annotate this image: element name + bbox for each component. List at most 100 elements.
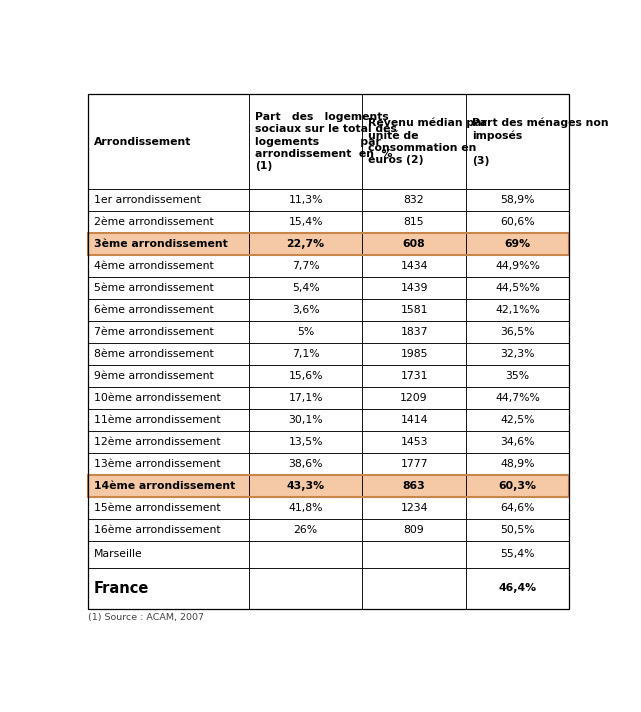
Text: 5%: 5% xyxy=(297,328,314,337)
Bar xyxy=(362,211,466,234)
Bar xyxy=(362,299,466,321)
Bar xyxy=(362,519,466,541)
Text: 7,7%: 7,7% xyxy=(292,261,319,271)
Bar xyxy=(466,475,569,497)
Text: 43,3%: 43,3% xyxy=(287,481,325,491)
Text: 30,1%: 30,1% xyxy=(288,415,323,425)
Bar xyxy=(466,321,569,343)
Text: 58,9%: 58,9% xyxy=(501,195,535,205)
Text: 36,5%: 36,5% xyxy=(501,328,535,337)
Text: 15,6%: 15,6% xyxy=(288,371,323,381)
Text: 8ème arrondissement: 8ème arrondissement xyxy=(94,349,213,359)
Text: 16ème arrondissement: 16ème arrondissement xyxy=(94,525,220,535)
Text: 5,4%: 5,4% xyxy=(292,283,319,293)
Text: 48,9%: 48,9% xyxy=(501,459,535,469)
Bar xyxy=(466,431,569,453)
Bar xyxy=(466,568,569,609)
Text: 46,4%: 46,4% xyxy=(499,583,537,594)
Bar xyxy=(249,519,362,541)
Text: 17,1%: 17,1% xyxy=(288,393,323,403)
Text: 4ème arrondissement: 4ème arrondissement xyxy=(94,261,213,271)
Text: 1581: 1581 xyxy=(400,305,428,315)
Bar xyxy=(88,365,249,387)
Text: 38,6%: 38,6% xyxy=(288,459,323,469)
Bar xyxy=(466,299,569,321)
Bar xyxy=(362,568,466,609)
Text: 1414: 1414 xyxy=(400,415,428,425)
Text: Revenu médian par
unité de
consommation en
euros (2): Revenu médian par unité de consommation … xyxy=(368,117,487,165)
Bar xyxy=(362,475,466,497)
Text: 12ème arrondissement: 12ème arrondissement xyxy=(94,437,220,447)
Text: 1er arrondissement: 1er arrondissement xyxy=(94,195,201,205)
Bar xyxy=(88,431,249,453)
Bar xyxy=(362,234,466,256)
Text: 815: 815 xyxy=(404,217,424,227)
Bar xyxy=(88,321,249,343)
Bar xyxy=(88,409,249,431)
Bar xyxy=(88,519,249,541)
Bar xyxy=(249,299,362,321)
Bar xyxy=(466,409,569,431)
Bar xyxy=(249,343,362,365)
Text: France: France xyxy=(94,581,149,596)
Text: 55,4%: 55,4% xyxy=(501,550,535,560)
Bar xyxy=(88,299,249,321)
Text: 14ème arrondissement: 14ème arrondissement xyxy=(94,481,235,491)
Text: 1439: 1439 xyxy=(400,283,428,293)
Bar xyxy=(466,234,569,256)
Text: Arrondissement: Arrondissement xyxy=(94,137,191,147)
Bar xyxy=(249,277,362,299)
Bar xyxy=(466,256,569,277)
Bar xyxy=(362,94,466,189)
Text: 60,3%: 60,3% xyxy=(499,481,537,491)
Text: 32,3%: 32,3% xyxy=(501,349,535,359)
Text: 832: 832 xyxy=(404,195,424,205)
Text: 42,1%%: 42,1%% xyxy=(495,305,540,315)
Bar xyxy=(88,343,249,365)
Bar xyxy=(466,453,569,475)
Bar xyxy=(362,541,466,568)
Bar xyxy=(88,497,249,519)
Bar xyxy=(88,189,249,211)
Text: 2ème arrondissement: 2ème arrondissement xyxy=(94,217,213,227)
Bar xyxy=(466,189,569,211)
Text: 1731: 1731 xyxy=(400,371,428,381)
Bar xyxy=(466,387,569,409)
Bar xyxy=(362,497,466,519)
Bar xyxy=(249,497,362,519)
Text: 3ème arrondissement: 3ème arrondissement xyxy=(94,239,228,249)
Bar xyxy=(466,541,569,568)
Bar xyxy=(362,365,466,387)
Bar xyxy=(249,409,362,431)
Bar xyxy=(362,277,466,299)
Text: 1985: 1985 xyxy=(400,349,428,359)
Text: 13ème arrondissement: 13ème arrondissement xyxy=(94,459,220,469)
Bar xyxy=(249,568,362,609)
Text: 11ème arrondissement: 11ème arrondissement xyxy=(94,415,220,425)
Bar xyxy=(362,409,466,431)
Bar xyxy=(88,234,569,256)
Text: 42,5%: 42,5% xyxy=(501,415,535,425)
Bar xyxy=(249,256,362,277)
Text: 809: 809 xyxy=(404,525,424,535)
Text: 41,8%: 41,8% xyxy=(288,503,323,513)
Text: 60,6%: 60,6% xyxy=(501,217,535,227)
Bar xyxy=(249,365,362,387)
Bar xyxy=(88,211,249,234)
Bar xyxy=(362,387,466,409)
Text: Part des ménages non
imposés

(3): Part des ménages non imposés (3) xyxy=(472,117,608,166)
Bar xyxy=(88,475,569,497)
Bar xyxy=(88,94,249,189)
Text: Part   des   logements
sociaux sur le total des
logements           par
arrondis: Part des logements sociaux sur le total … xyxy=(255,112,397,172)
Bar xyxy=(249,541,362,568)
Bar xyxy=(362,343,466,365)
Bar xyxy=(249,211,362,234)
Text: 44,7%%: 44,7%% xyxy=(495,393,540,403)
Text: 1234: 1234 xyxy=(400,503,428,513)
Text: 35%: 35% xyxy=(506,371,529,381)
Bar xyxy=(466,519,569,541)
Bar xyxy=(88,541,249,568)
Text: 1434: 1434 xyxy=(400,261,428,271)
Bar xyxy=(466,94,569,189)
Text: 7,1%: 7,1% xyxy=(292,349,319,359)
